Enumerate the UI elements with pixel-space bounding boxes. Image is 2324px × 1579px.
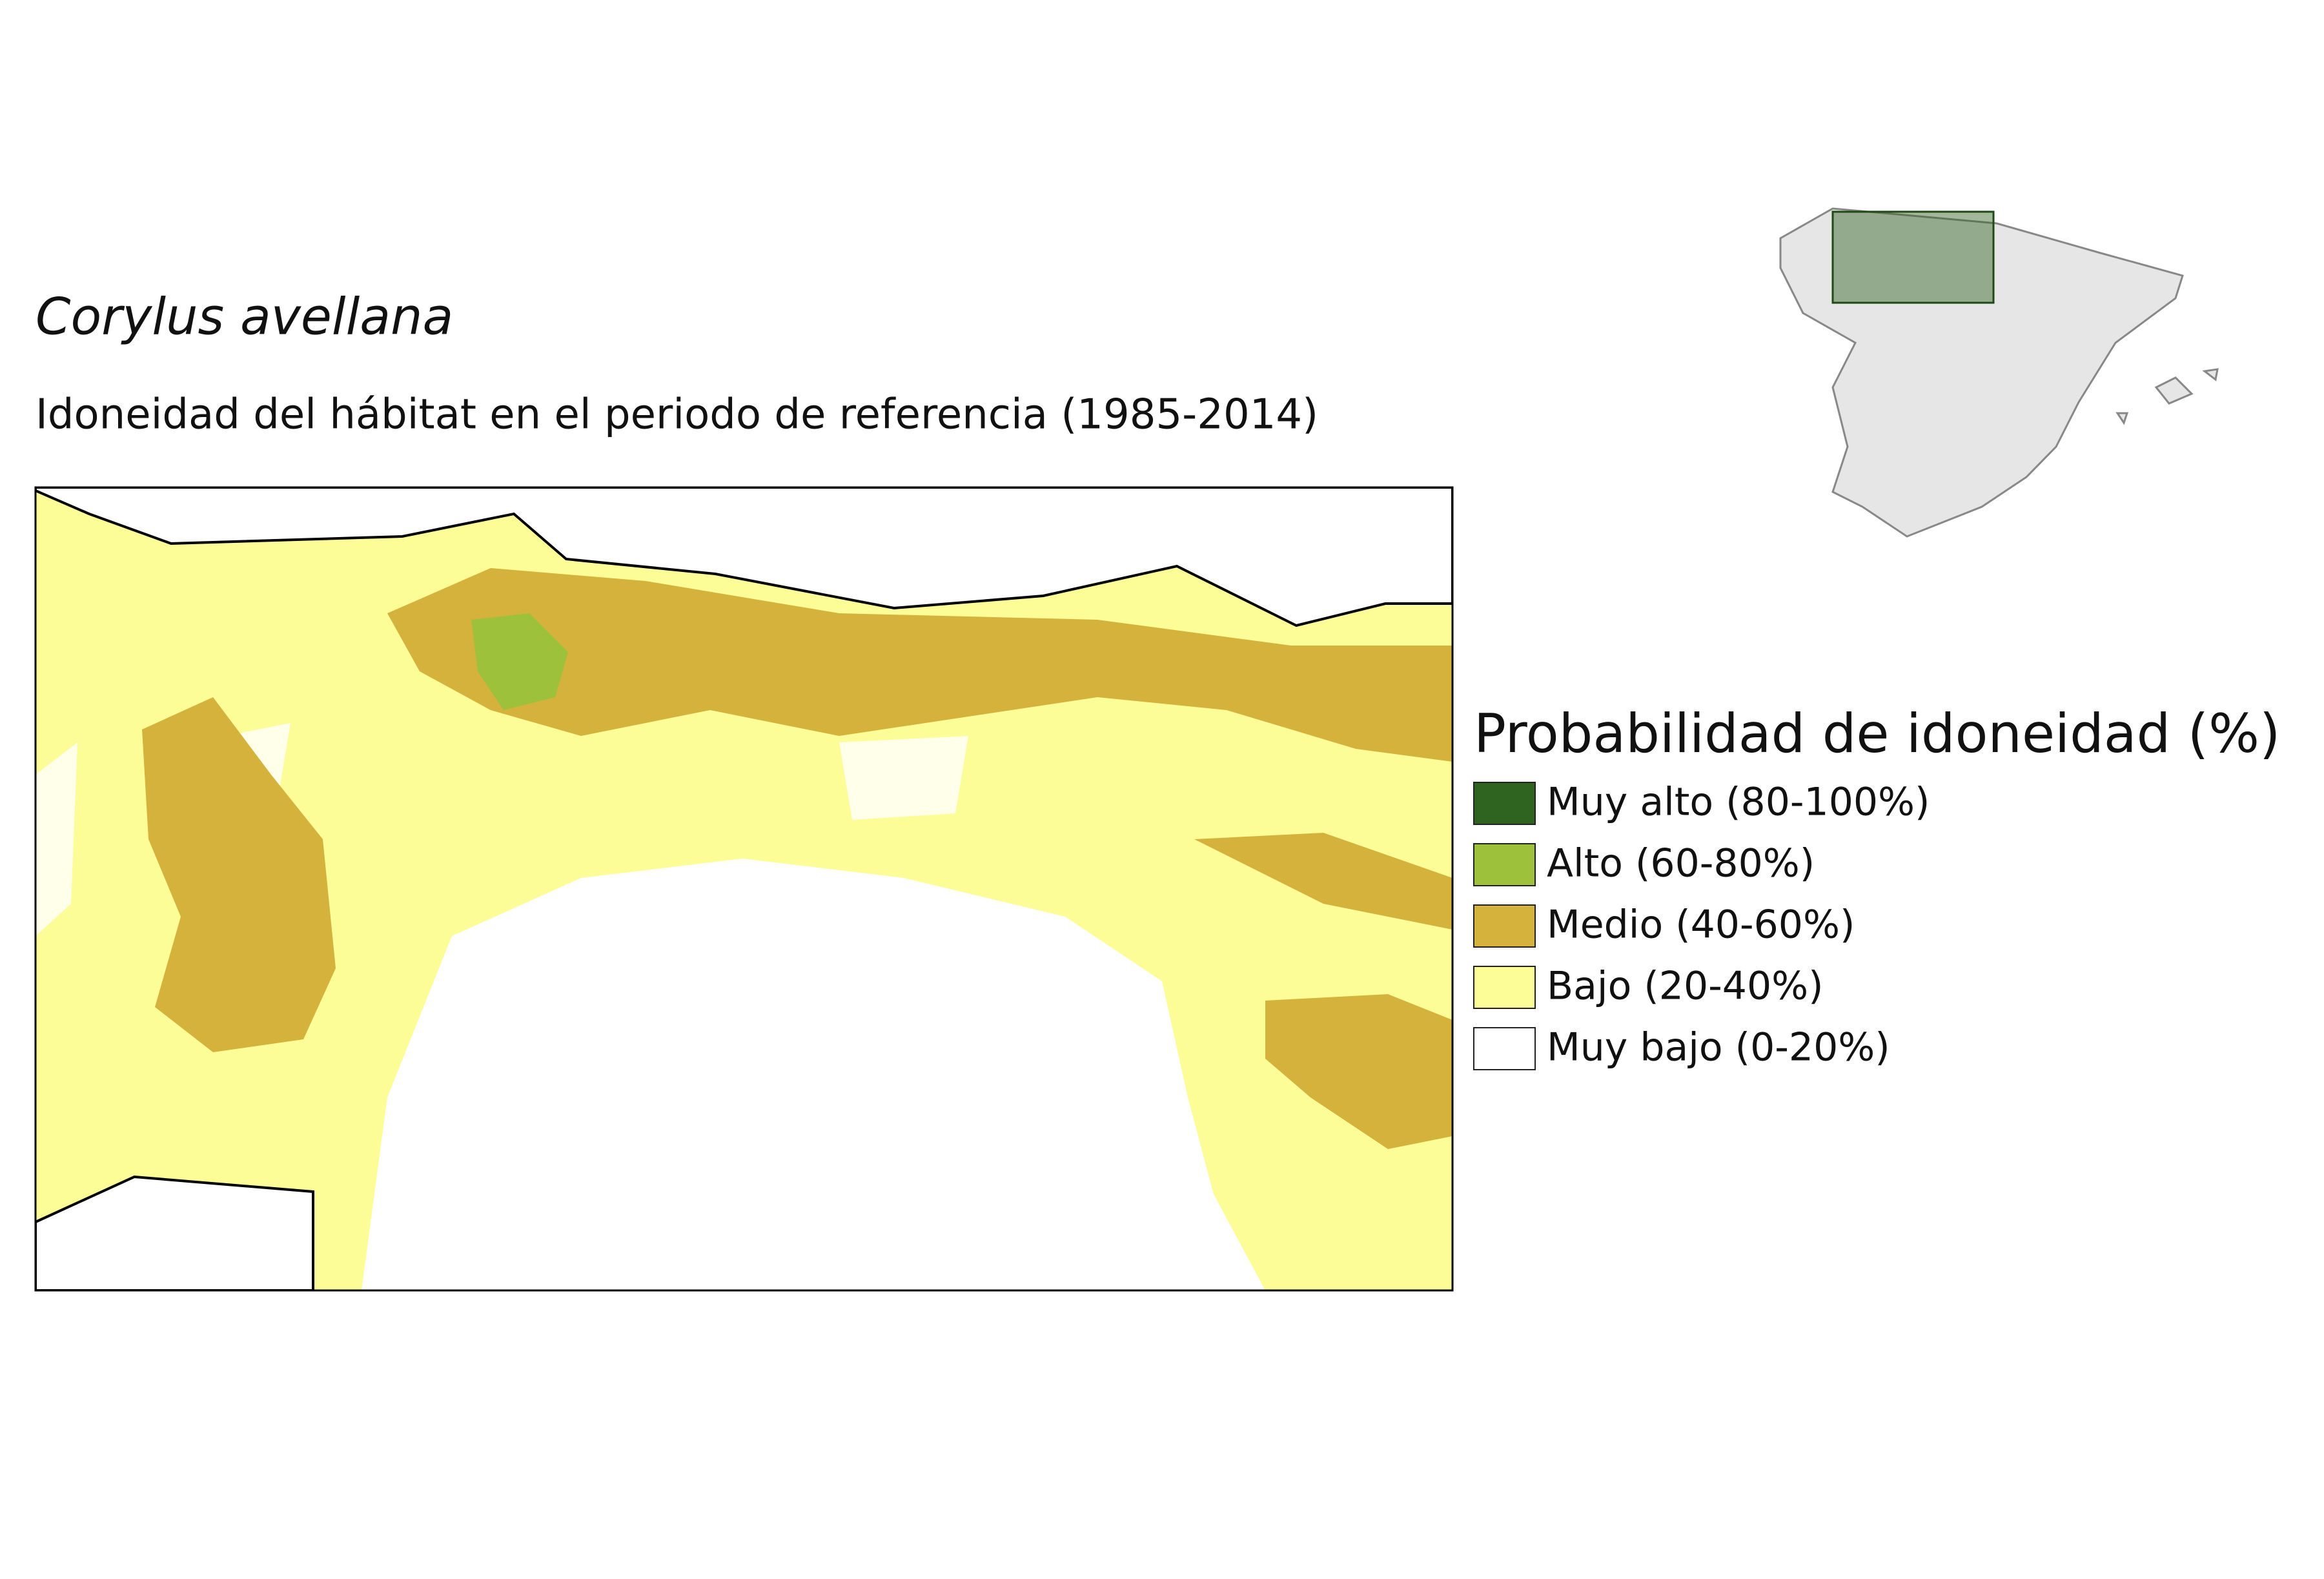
legend-swatch: [1473, 966, 1536, 1009]
species-title: Corylus avellana: [36, 288, 453, 346]
legend-title: Probabilidad de idoneidad (%): [1474, 702, 2280, 765]
outside-area: [36, 1175, 314, 1290]
map-frame: [34, 486, 1454, 1292]
east-medium: [1194, 833, 1452, 1149]
mountain-medium: [387, 568, 1452, 762]
legend-label: Medio (40-60%): [1547, 902, 1855, 948]
legend-label: Muy bajo (0-20%): [1547, 1025, 1890, 1070]
sea: [36, 487, 1452, 627]
high-patch: [471, 613, 568, 710]
habitat-map: [34, 486, 1454, 1292]
legend-label: Muy alto (80-100%): [1547, 780, 1930, 825]
legend-swatch: [1473, 1027, 1536, 1070]
legend-swatch: [1473, 904, 1536, 948]
islands: [2115, 368, 2219, 425]
study-extent: [1831, 210, 1995, 304]
west-medium: [142, 697, 336, 1052]
lowland-very-low: [362, 859, 1265, 1290]
legend: Muy alto (80-100%) Alto (60-80%) Medio (40…: [1473, 780, 1930, 1070]
subtitle: Idoneidad del hábitat en el periodo de r…: [36, 391, 1318, 439]
spain-outline: [1779, 207, 2184, 538]
locator-map: [1779, 207, 2219, 538]
legend-label: Bajo (20-40%): [1547, 964, 1824, 1009]
legend-label: Alto (60-80%): [1547, 841, 1815, 886]
legend-swatch: [1473, 843, 1536, 886]
legend-swatch: [1473, 782, 1536, 825]
